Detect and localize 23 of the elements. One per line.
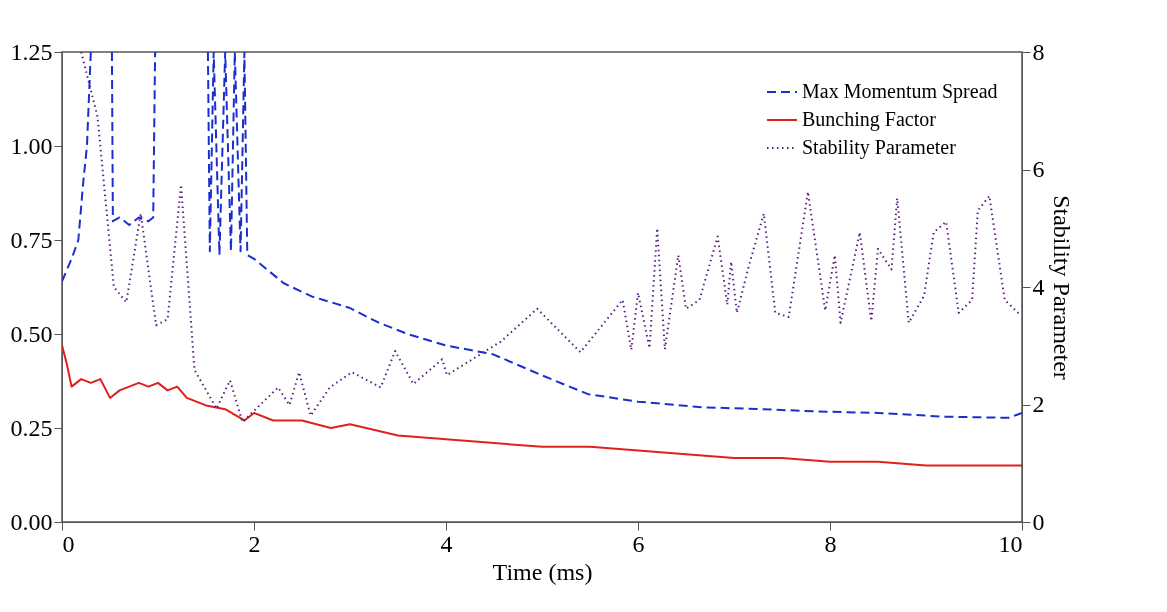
y2-tick-label: 8 xyxy=(1032,38,1045,65)
legend-label: Stability Parameter xyxy=(802,136,957,159)
line-series xyxy=(62,344,1022,467)
x-tick-label: 0 xyxy=(62,530,75,557)
x-tick-label: 6 xyxy=(632,530,645,557)
y2-tick-label: 2 xyxy=(1032,391,1045,417)
y2-axis-title: Stability Parameter xyxy=(1048,195,1075,380)
y2-tick-label: 4 xyxy=(1032,273,1045,300)
y-tick-label: 0.00 xyxy=(10,508,53,535)
legend-label: Max Momentum Spread xyxy=(802,80,998,103)
x-tick-label: 2 xyxy=(248,530,261,557)
y-tick-label: 0.75 xyxy=(10,226,53,253)
y-tick-label: 1.25 xyxy=(10,38,53,65)
x-tick-label: 4 xyxy=(440,530,453,557)
x-axis-title: Time (ms) xyxy=(492,558,593,585)
x-tick-label: 10 xyxy=(998,530,1023,557)
y-tick-label: 0.25 xyxy=(10,414,53,441)
y-tick-label: 0.50 xyxy=(10,320,53,347)
legend-label: Bunching Factor xyxy=(802,108,937,131)
y2-tick-label: 6 xyxy=(1032,156,1045,182)
y2-tick-label: 0 xyxy=(1032,508,1045,535)
x-tick-label: 8 xyxy=(824,530,837,557)
y-tick-label: 1.00 xyxy=(10,132,53,159)
